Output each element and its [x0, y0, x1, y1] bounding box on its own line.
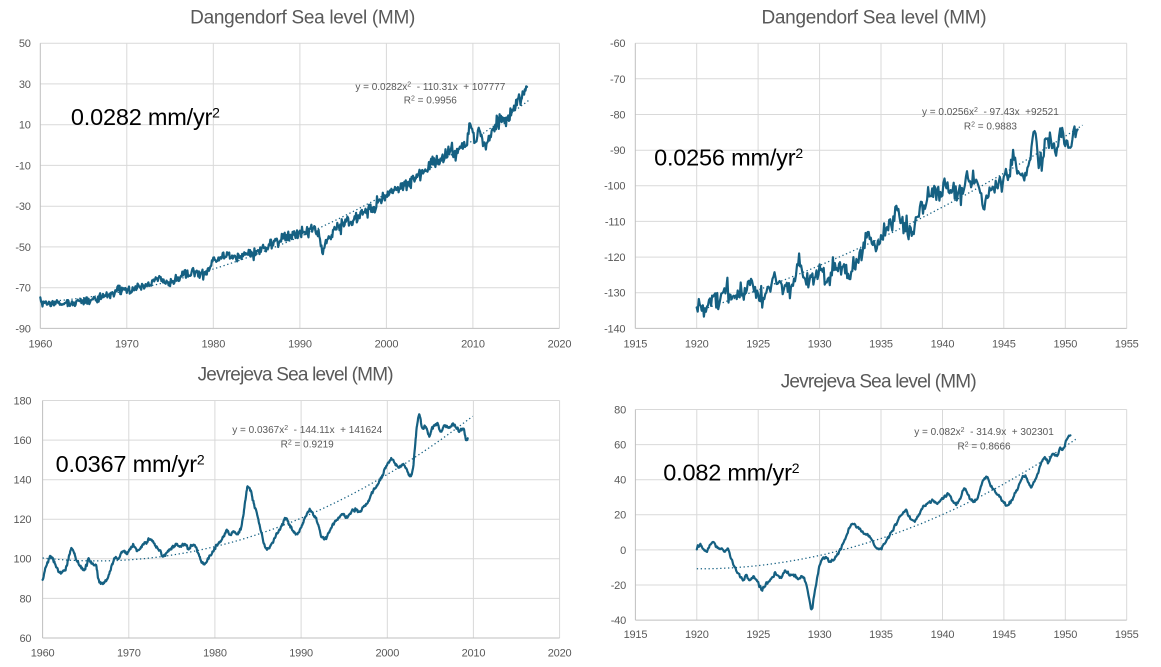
svg-text:1950: 1950	[1053, 629, 1077, 641]
svg-text:2010: 2010	[461, 339, 485, 351]
svg-text:-80: -80	[610, 109, 625, 121]
svg-text:R2 = 0.8666: R2 = 0.8666	[957, 441, 1011, 452]
svg-text:Jevrejeva Sea level (MM): Jevrejeva Sea level (MM)	[781, 371, 977, 392]
svg-text:0.082 mm/yr2: 0.082 mm/yr2	[663, 460, 799, 486]
svg-text:1970: 1970	[115, 339, 139, 351]
svg-text:2000: 2000	[375, 339, 399, 351]
svg-text:-120: -120	[604, 252, 625, 264]
svg-text:-70: -70	[15, 283, 30, 295]
svg-text:120: 120	[14, 514, 32, 526]
svg-text:-50: -50	[15, 242, 30, 254]
svg-text:1960: 1960	[28, 339, 52, 351]
svg-text:y = 0.0256x2 - 97.43x +92521: y = 0.0256x2 - 97.43x +92521	[922, 107, 1059, 118]
svg-text:y = 0.0282x2 - 110.31x + 107: y = 0.0282x2 - 110.31x + 107777	[355, 82, 505, 93]
svg-text:50: 50	[19, 38, 31, 50]
svg-text:80: 80	[614, 404, 626, 416]
svg-text:-60: -60	[610, 38, 625, 50]
svg-text:R2 = 0.9219: R2 = 0.9219	[281, 439, 335, 450]
svg-text:80: 80	[19, 593, 31, 605]
svg-text:1950: 1950	[1053, 339, 1077, 351]
svg-text:140: 140	[14, 475, 32, 487]
svg-text:1990: 1990	[288, 339, 312, 351]
svg-text:1925: 1925	[746, 629, 770, 641]
svg-text:1940: 1940	[931, 629, 955, 641]
svg-text:-90: -90	[610, 145, 625, 157]
svg-text:Jevrejeva Sea level (MM): Jevrejeva Sea level (MM)	[198, 365, 394, 386]
svg-text:1955: 1955	[1115, 629, 1139, 641]
svg-text:1915: 1915	[623, 339, 647, 351]
svg-text:1920: 1920	[685, 629, 709, 641]
svg-text:-30: -30	[15, 201, 30, 213]
svg-text:1955: 1955	[1115, 339, 1139, 351]
svg-text:40: 40	[614, 475, 626, 487]
svg-text:1960: 1960	[31, 648, 55, 660]
svg-text:2010: 2010	[462, 648, 486, 660]
svg-text:30: 30	[19, 79, 31, 91]
svg-text:60: 60	[19, 633, 31, 645]
svg-text:-100: -100	[604, 181, 625, 193]
svg-text:60: 60	[614, 440, 626, 452]
svg-text:R2 = 0.9883: R2 = 0.9883	[964, 121, 1018, 132]
svg-text:Dangendorf Sea level (MM): Dangendorf Sea level (MM)	[761, 7, 986, 28]
svg-text:-20: -20	[611, 580, 626, 592]
svg-text:2020: 2020	[548, 648, 572, 660]
svg-text:100: 100	[14, 554, 32, 566]
svg-text:1970: 1970	[117, 648, 141, 660]
svg-text:2000: 2000	[375, 648, 399, 660]
svg-text:20: 20	[614, 510, 626, 522]
svg-text:1935: 1935	[869, 629, 893, 641]
svg-text:1920: 1920	[685, 339, 709, 351]
svg-text:0: 0	[620, 545, 626, 557]
svg-text:2020: 2020	[548, 339, 572, 351]
svg-text:y = 0.082x2 - 314.9x + 30230: y = 0.082x2 - 314.9x + 302301	[914, 427, 1054, 438]
svg-text:-110: -110	[605, 216, 625, 228]
svg-text:1925: 1925	[746, 339, 770, 351]
svg-text:180: 180	[14, 395, 32, 407]
svg-text:1945: 1945	[992, 629, 1016, 641]
svg-text:1930: 1930	[808, 629, 832, 641]
svg-text:-140: -140	[604, 323, 625, 335]
svg-text:-40: -40	[611, 615, 626, 627]
svg-text:1940: 1940	[931, 339, 955, 351]
svg-text:y = 0.0367x2 - 144.11x + 141: y = 0.0367x2 - 144.11x + 141624	[232, 425, 382, 436]
svg-text:Dangendorf Sea level (MM): Dangendorf Sea level (MM)	[190, 8, 415, 29]
svg-text:1915: 1915	[624, 629, 648, 641]
svg-text:-10: -10	[15, 160, 30, 172]
svg-text:-70: -70	[610, 74, 625, 86]
svg-text:1935: 1935	[869, 339, 893, 351]
svg-text:R2 = 0.9956: R2 = 0.9956	[404, 95, 458, 106]
svg-text:-90: -90	[15, 323, 30, 335]
svg-text:0.0282 mm/yr2: 0.0282 mm/yr2	[71, 104, 220, 130]
svg-text:1980: 1980	[203, 648, 227, 660]
svg-text:10: 10	[19, 120, 31, 132]
svg-text:1980: 1980	[201, 339, 225, 351]
svg-text:-130: -130	[604, 288, 625, 300]
svg-text:1930: 1930	[808, 339, 832, 351]
svg-text:0.0256 mm/yr2: 0.0256 mm/yr2	[654, 144, 803, 170]
svg-text:1945: 1945	[992, 339, 1016, 351]
svg-text:160: 160	[14, 435, 32, 447]
svg-text:1990: 1990	[289, 648, 313, 660]
svg-text:0.0367 mm/yr2: 0.0367 mm/yr2	[56, 451, 205, 477]
